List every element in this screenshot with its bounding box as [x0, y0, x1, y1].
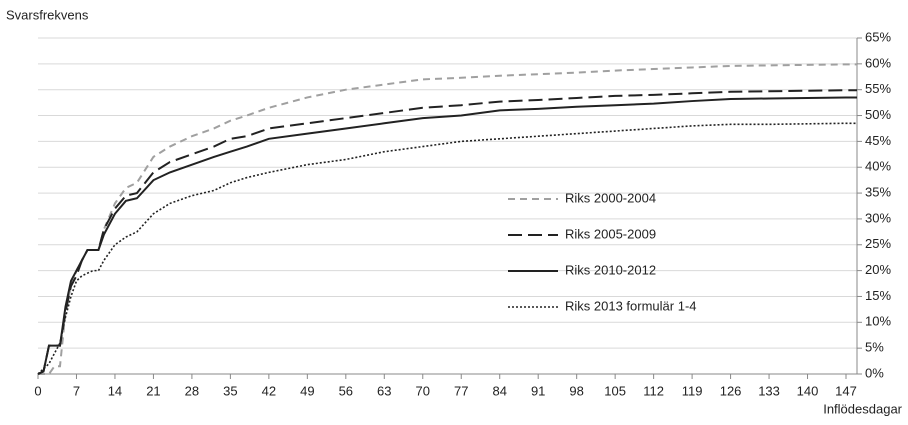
y-tick-label: 0%: [865, 365, 884, 380]
y-tick-label: 30%: [865, 210, 891, 225]
x-tick-label: 98: [569, 383, 583, 398]
x-tick-label: 70: [416, 383, 430, 398]
x-tick-label: 112: [643, 383, 664, 398]
y-tick-label: 40%: [865, 159, 891, 174]
series-line: [37, 89, 857, 375]
x-tick-label: 21: [146, 383, 160, 398]
x-tick-label: 140: [797, 383, 819, 398]
x-tick-label: 105: [604, 383, 626, 398]
x-tick-label: 0: [34, 383, 41, 398]
y-tick-label: 55%: [865, 81, 891, 96]
y-tick-label: 5%: [865, 340, 884, 355]
x-tick-label: 35: [223, 383, 237, 398]
legend-label: Riks 2005-2009: [565, 226, 656, 241]
y-tick-label: 60%: [865, 55, 891, 70]
x-tick-label: 147: [835, 383, 857, 398]
y-tick-label: 15%: [865, 288, 891, 303]
y-tick-label: 65%: [865, 29, 891, 44]
y-tick-label: 50%: [865, 107, 891, 122]
y-tick-label: 35%: [865, 185, 891, 200]
legend-label: Riks 2000-2004: [565, 190, 656, 205]
series-line: [37, 96, 857, 375]
x-tick-label: 56: [339, 383, 353, 398]
x-tick-label: 119: [682, 383, 703, 398]
x-tick-label: 84: [492, 383, 506, 398]
legend-label: Riks 2010-2012: [565, 262, 656, 277]
series-line: [37, 122, 857, 375]
legend-label: Riks 2013 formulär 1-4: [565, 298, 697, 313]
x-tick-label: 14: [108, 383, 122, 398]
y-tick-label: 10%: [865, 314, 891, 329]
x-tick-label: 42: [262, 383, 276, 398]
x-tick-label: 133: [758, 383, 780, 398]
y-tick-label: 20%: [865, 262, 891, 277]
y-tick-label: 25%: [865, 236, 891, 251]
x-tick-label: 28: [185, 383, 199, 398]
y-axis-title: Svarsfrekvens: [6, 7, 89, 22]
x-tick-label: 63: [377, 383, 391, 398]
x-tick-label: 91: [531, 383, 545, 398]
x-tick-label: 126: [720, 383, 742, 398]
x-tick-label: 49: [300, 383, 314, 398]
x-tick-label: 7: [73, 383, 80, 398]
x-axis-title: Inflödesdagar: [823, 401, 902, 416]
y-tick-label: 45%: [865, 133, 891, 148]
x-tick-label: 77: [454, 383, 468, 398]
